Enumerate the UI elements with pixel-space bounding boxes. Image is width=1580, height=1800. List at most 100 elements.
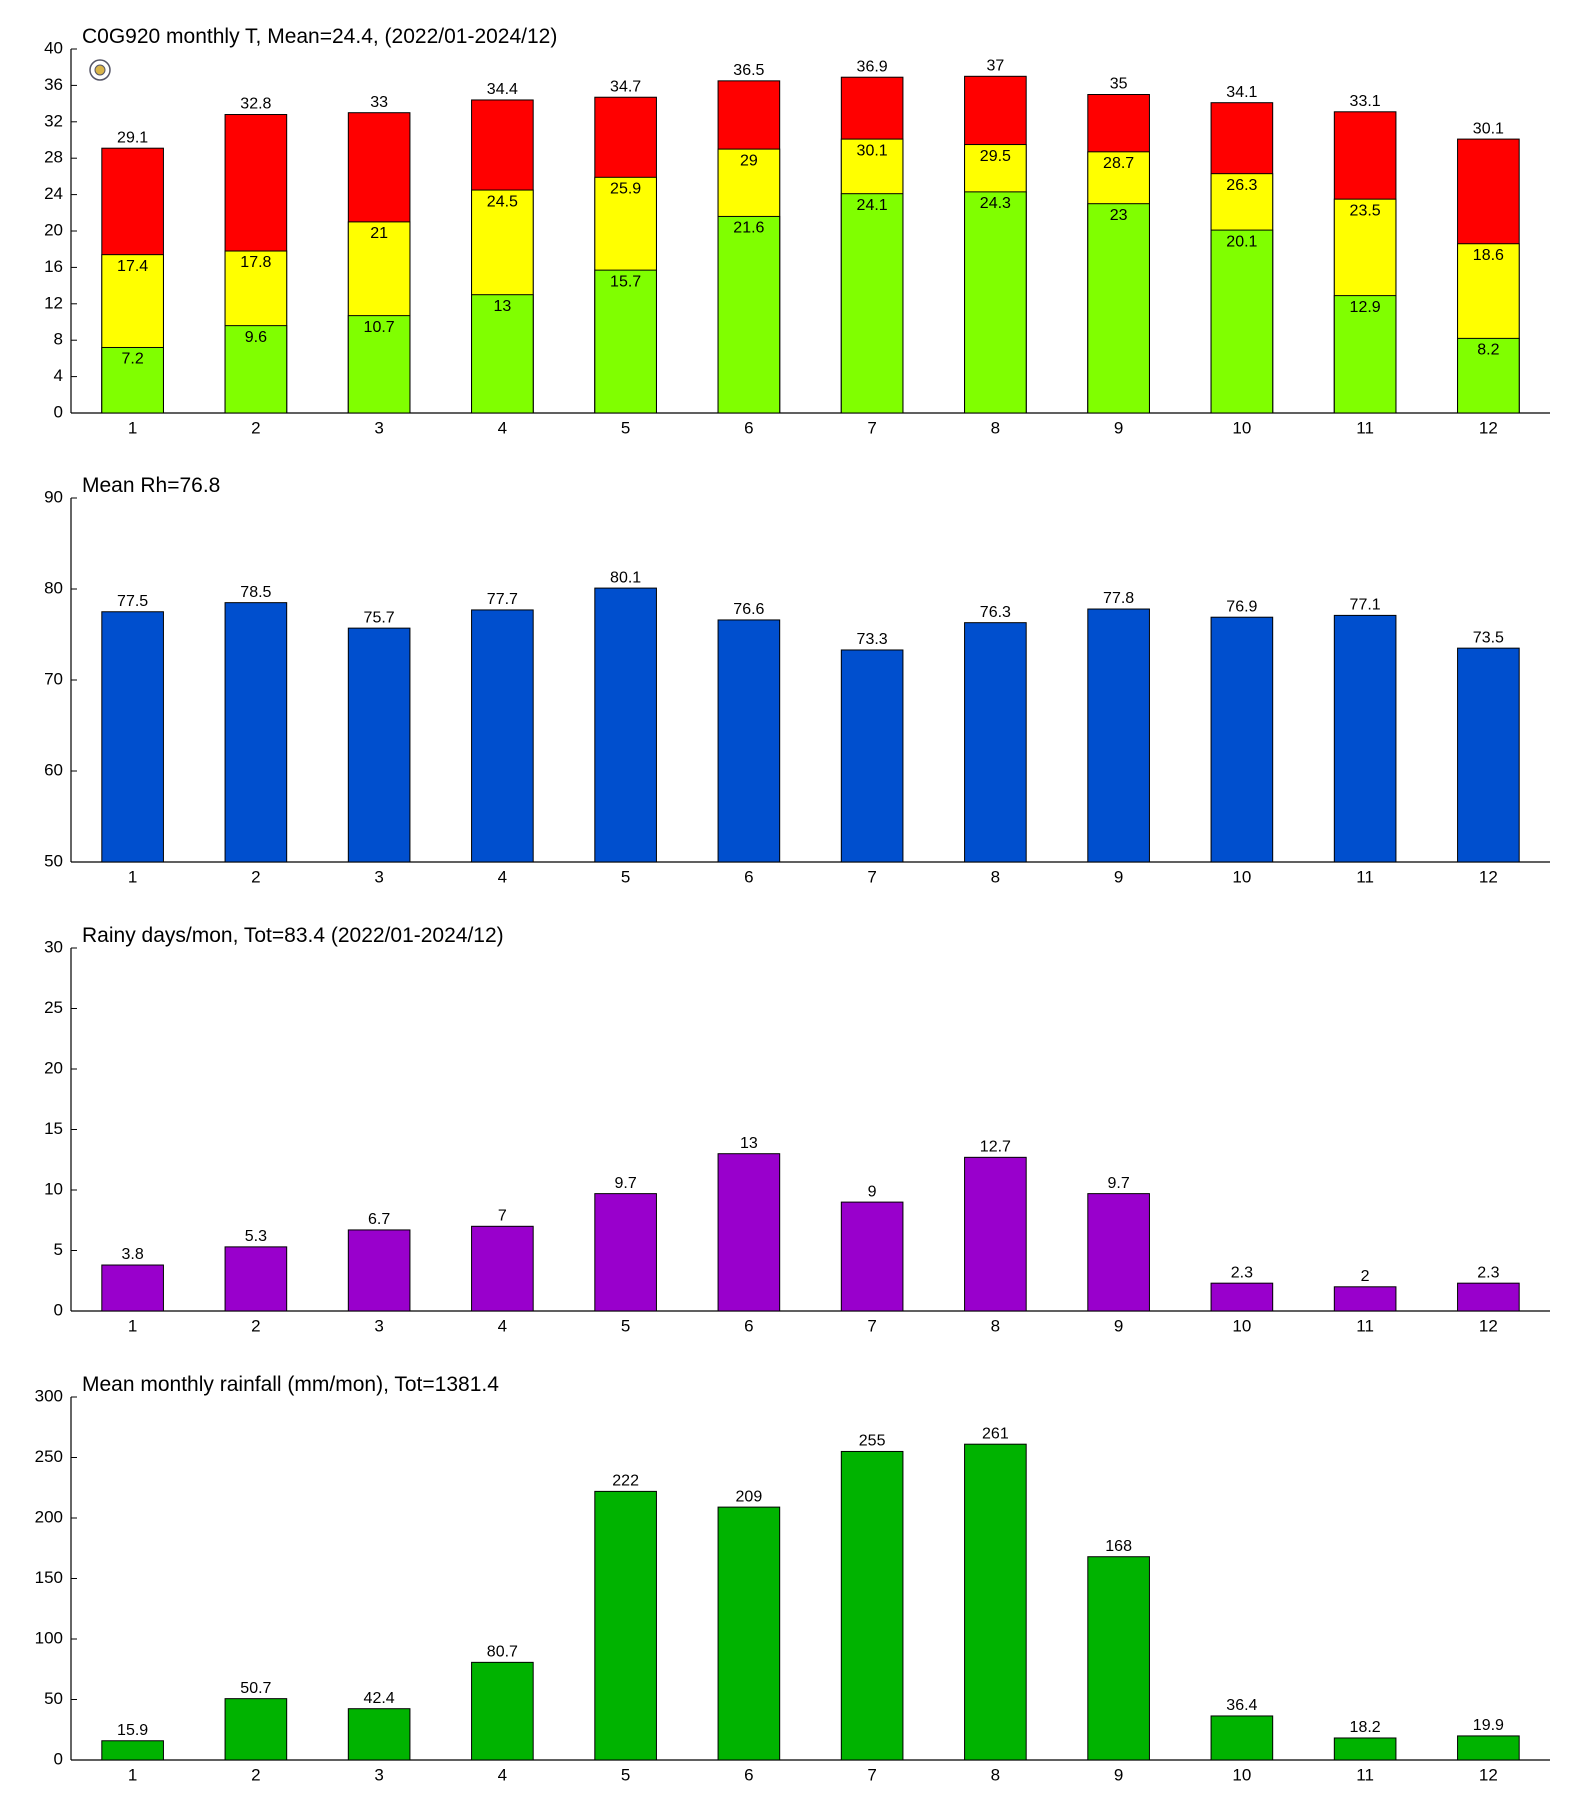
- y-tick-label: 20: [44, 1058, 63, 1077]
- x-tick-label: 4: [498, 867, 507, 886]
- y-tick-label: 80: [44, 578, 63, 597]
- y-tick-label: 10: [44, 1179, 63, 1198]
- y-tick-label: 0: [54, 402, 63, 421]
- value-label: 20.1: [1226, 233, 1257, 250]
- x-tick-label: 1: [128, 418, 137, 437]
- x-tick-label: 4: [498, 418, 507, 437]
- bar: [1087, 608, 1150, 863]
- bar: [964, 1443, 1027, 1761]
- y-tick-label: 15: [44, 1119, 63, 1138]
- bar: [840, 649, 904, 863]
- value-label: 209: [736, 1488, 763, 1505]
- value-label: 255: [859, 1433, 886, 1450]
- bar: [964, 622, 1027, 863]
- value-label: 77.8: [1103, 590, 1134, 607]
- x-tick-label: 11: [1356, 1316, 1374, 1335]
- value-label: 9.6: [245, 329, 267, 346]
- x-tick-label: 5: [621, 418, 630, 437]
- y-tick-label: 300: [35, 1386, 63, 1405]
- bar: [1333, 1286, 1397, 1312]
- bar: [101, 1740, 164, 1761]
- value-label: 168: [1105, 1538, 1132, 1555]
- value-label: 9.7: [1108, 1175, 1130, 1192]
- y-tick-label: 12: [44, 293, 63, 312]
- x-tick-label: 7: [867, 867, 876, 886]
- bar: [717, 619, 781, 863]
- y-tick-label: 0: [54, 1749, 63, 1768]
- y-tick-label: 0: [54, 1300, 63, 1319]
- x-tick-label: 8: [991, 867, 1000, 886]
- bar: [717, 215, 781, 414]
- value-label: 34.4: [487, 81, 518, 98]
- x-tick-label: 7: [867, 1316, 876, 1335]
- value-label: 21.6: [733, 220, 764, 237]
- bar: [594, 269, 657, 414]
- bar: [594, 1193, 657, 1312]
- value-label: 21: [370, 225, 388, 242]
- value-label: 36.5: [733, 62, 764, 79]
- value-label: 9.7: [615, 1175, 637, 1192]
- bar: [224, 1698, 288, 1761]
- y-tick-label: 16: [44, 257, 63, 276]
- bar: [1210, 229, 1274, 414]
- value-label: 19.9: [1473, 1717, 1504, 1734]
- bar: [1457, 337, 1520, 414]
- y-tick-label: 250: [35, 1447, 63, 1466]
- y-tick-label: 60: [44, 760, 63, 779]
- x-tick-label: 10: [1232, 1765, 1251, 1784]
- value-label: 50.7: [240, 1680, 271, 1697]
- value-label: 36.9: [857, 58, 888, 75]
- bar: [101, 611, 164, 863]
- bar: [1333, 295, 1397, 414]
- x-tick-label: 1: [128, 867, 137, 886]
- x-tick-label: 9: [1114, 418, 1123, 437]
- value-label: 9: [868, 1183, 877, 1200]
- bar: [347, 627, 411, 863]
- bar: [347, 315, 411, 414]
- bar: [1457, 647, 1520, 863]
- logo: [89, 59, 111, 81]
- y-tick-label: 36: [44, 75, 63, 94]
- value-label: 42.4: [364, 1690, 395, 1707]
- y-tick-label: 50: [44, 1689, 63, 1708]
- value-label: 222: [612, 1473, 639, 1490]
- value-label: 7: [498, 1208, 507, 1225]
- y-tick-label: 28: [44, 148, 63, 167]
- bar: [1457, 1282, 1520, 1312]
- value-label: 29.5: [980, 148, 1011, 165]
- bar: [594, 587, 657, 863]
- x-tick-label: 11: [1356, 418, 1374, 437]
- bar: [347, 1708, 411, 1761]
- x-tick-label: 3: [374, 867, 383, 886]
- chart-title: C0G920 monthly T, Mean=24.4, (2022/01-20…: [82, 25, 557, 48]
- x-tick-label: 8: [991, 1765, 1000, 1784]
- value-label: 80.7: [487, 1644, 518, 1661]
- value-label: 28.7: [1103, 155, 1134, 172]
- x-tick-label: 8: [991, 1316, 1000, 1335]
- bar: [347, 1229, 411, 1312]
- bar: [471, 1661, 534, 1761]
- bar: [1087, 1556, 1150, 1761]
- y-tick-label: 200: [35, 1507, 63, 1526]
- value-label: 13: [493, 298, 511, 315]
- value-label: 17.4: [117, 258, 148, 275]
- value-label: 24.1: [857, 197, 888, 214]
- value-label: 73.3: [857, 631, 888, 648]
- y-tick-label: 24: [44, 184, 63, 203]
- value-label: 76.9: [1226, 598, 1257, 615]
- value-label: 24.3: [980, 195, 1011, 212]
- x-tick-label: 10: [1232, 867, 1251, 886]
- x-tick-label: 6: [744, 1316, 753, 1335]
- x-tick-label: 9: [1114, 1765, 1123, 1784]
- value-label: 2.3: [1477, 1264, 1499, 1281]
- value-label: 75.7: [364, 609, 395, 626]
- x-tick-label: 6: [744, 418, 753, 437]
- y-tick-label: 50: [44, 851, 63, 870]
- x-tick-label: 1: [128, 1765, 137, 1784]
- y-tick-label: 70: [44, 669, 63, 688]
- value-label: 77.7: [487, 591, 518, 608]
- bar: [471, 294, 534, 414]
- bar: [594, 1490, 657, 1761]
- x-tick-label: 9: [1114, 1316, 1123, 1335]
